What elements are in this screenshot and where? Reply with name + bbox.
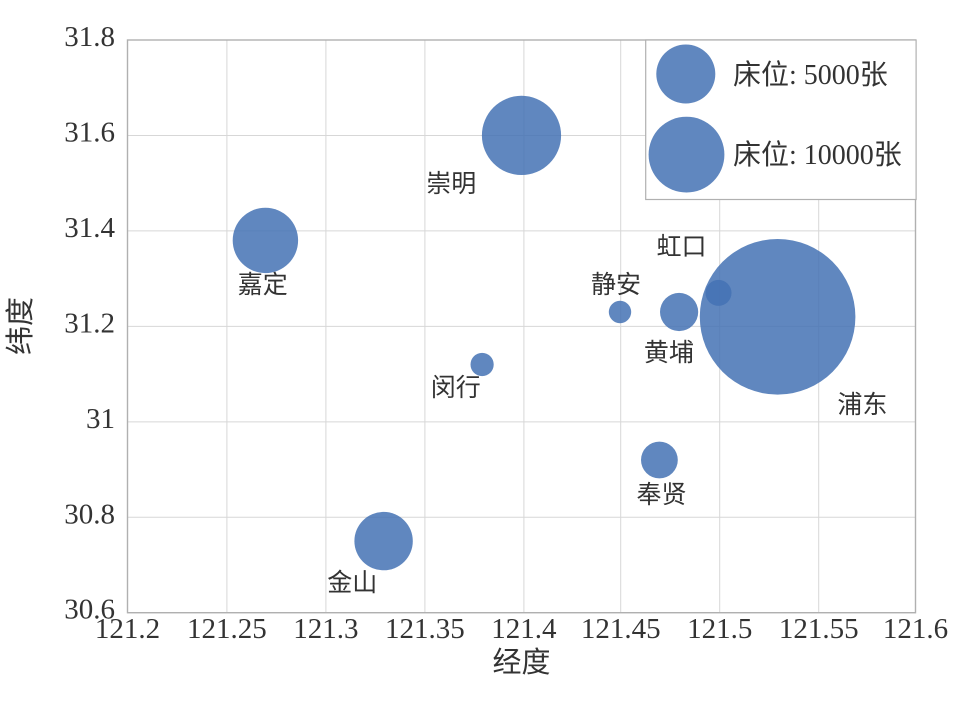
svg-text:31.6: 31.6 [64, 117, 115, 149]
svg-text:121.55: 121.55 [779, 613, 859, 645]
svg-text:121.4: 121.4 [491, 613, 557, 645]
svg-text:121.6: 121.6 [883, 613, 948, 645]
svg-text:闵行: 闵行 [431, 374, 481, 402]
svg-text:奉贤: 奉贤 [636, 481, 686, 509]
svg-text:浦东: 浦东 [837, 391, 887, 419]
svg-text:121.35: 121.35 [385, 613, 465, 645]
svg-text:黄埔: 黄埔 [644, 339, 694, 367]
svg-text:金山: 金山 [327, 569, 377, 597]
svg-text:30.8: 30.8 [64, 498, 115, 530]
svg-text:床位: 5000张: 床位: 5000张 [733, 59, 888, 91]
svg-text:虹口: 虹口 [656, 233, 706, 261]
svg-text:121.3: 121.3 [293, 613, 358, 645]
svg-text:31.8: 31.8 [64, 21, 115, 53]
svg-text:嘉定: 嘉定 [238, 271, 288, 299]
svg-text:121.45: 121.45 [581, 613, 661, 645]
svg-text:31.4: 31.4 [64, 212, 115, 244]
svg-text:纬度: 纬度 [4, 297, 37, 355]
svg-text:121.5: 121.5 [687, 613, 752, 645]
svg-text:31: 31 [86, 403, 115, 435]
svg-text:床位: 10000张: 床位: 10000张 [733, 139, 902, 171]
svg-text:121.25: 121.25 [187, 613, 267, 645]
svg-text:31.2: 31.2 [64, 307, 115, 339]
svg-text:经度: 经度 [492, 646, 550, 679]
svg-text:121.2: 121.2 [95, 613, 160, 645]
svg-text:静安: 静安 [591, 271, 641, 299]
svg-text:崇明: 崇明 [426, 170, 476, 198]
